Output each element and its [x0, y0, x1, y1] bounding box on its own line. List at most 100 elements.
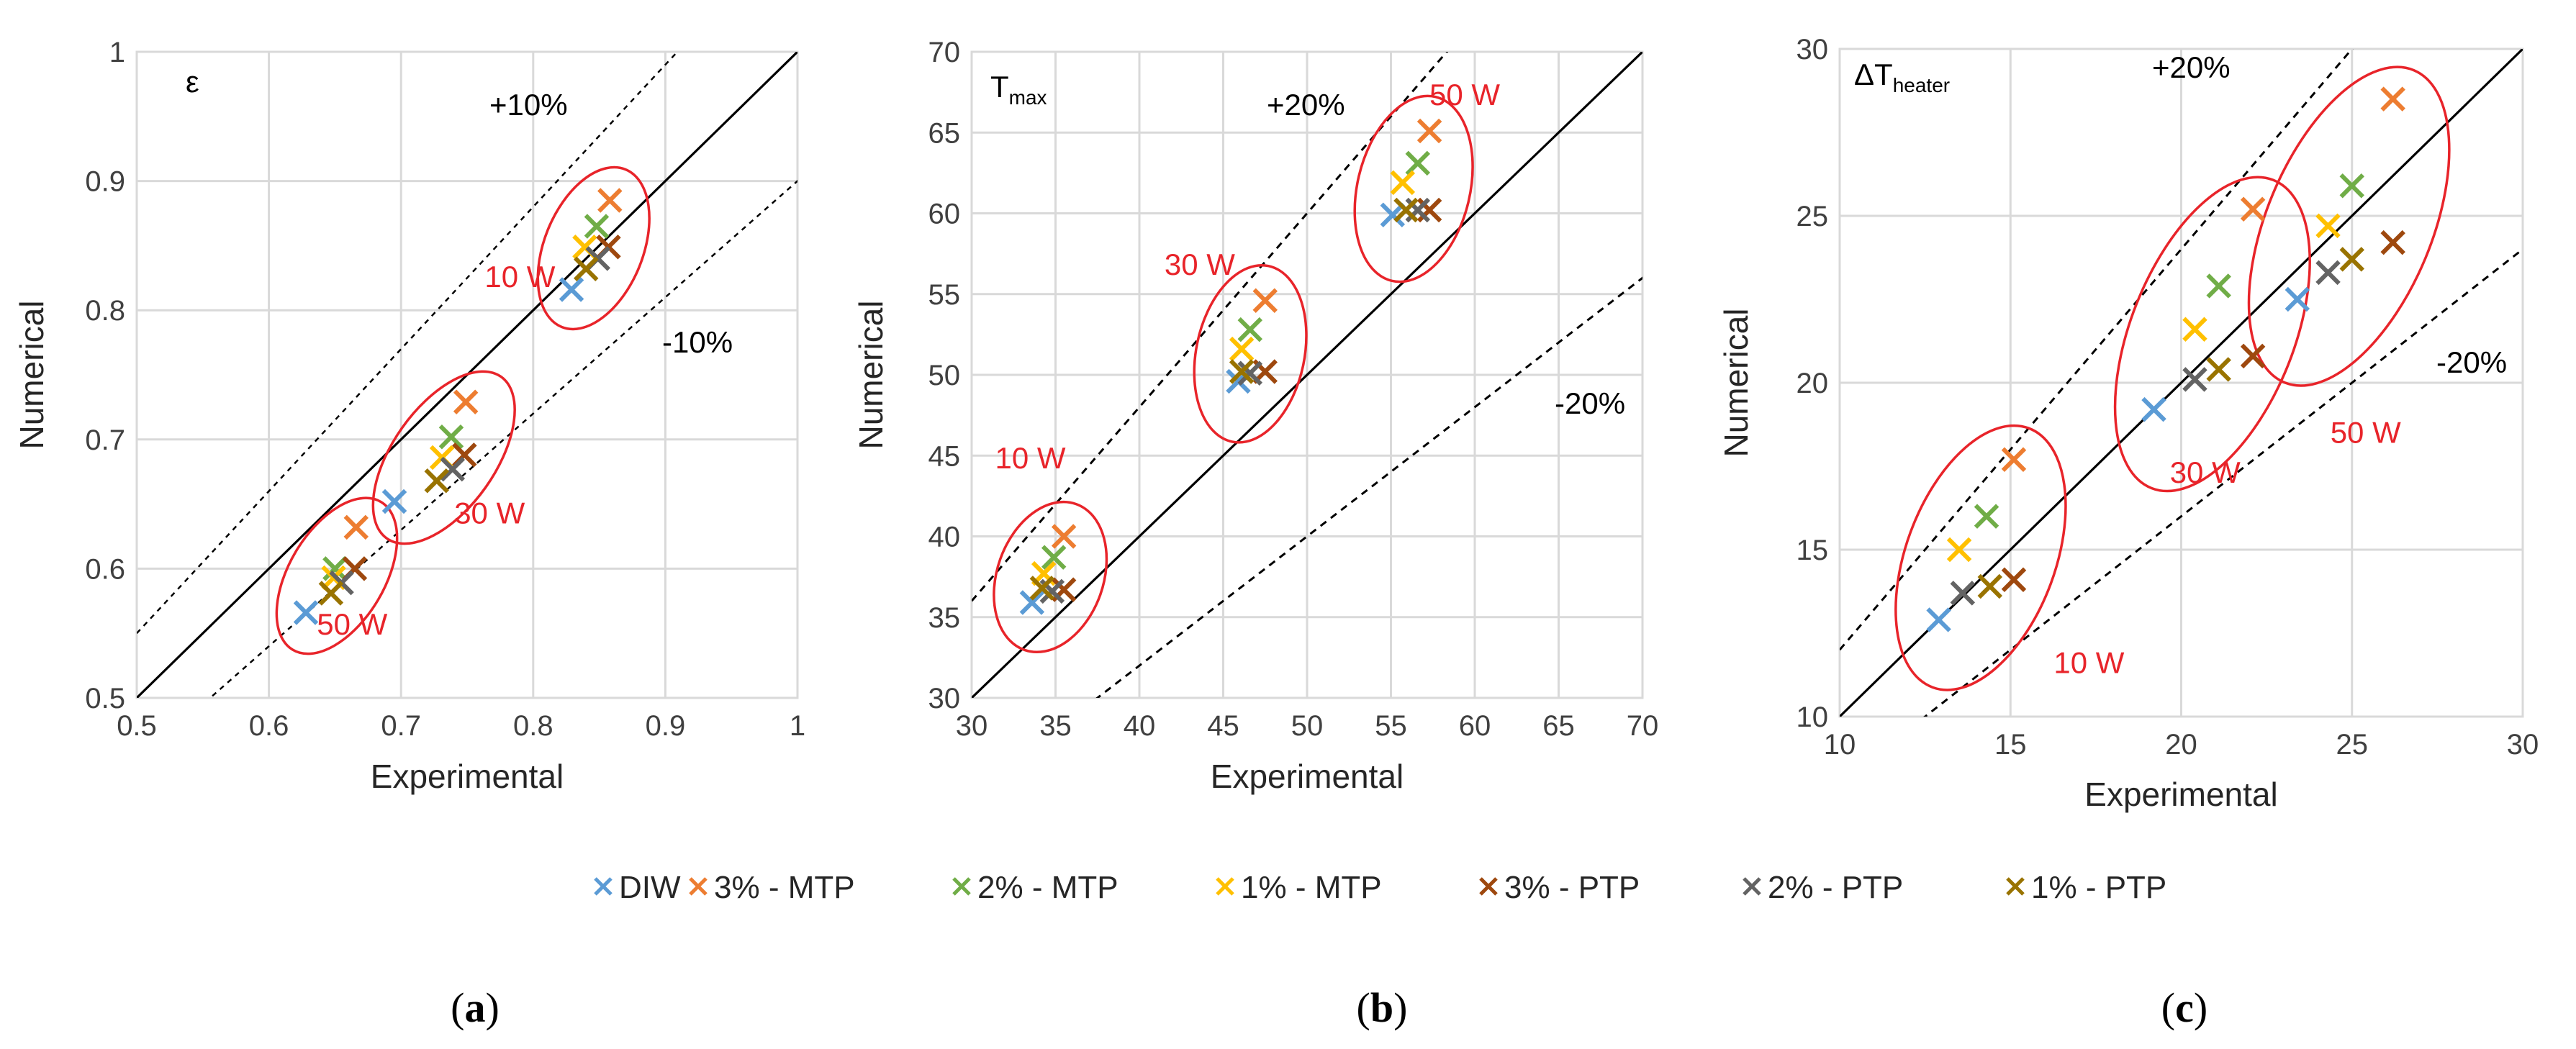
- legend-item: 3% - MTP: [689, 870, 855, 905]
- power-group-ellipse: [993, 500, 1108, 654]
- y-tick-label: 1: [109, 37, 125, 68]
- x-axis-label: Experimental: [1211, 758, 1404, 795]
- y-tick-label: 25: [1797, 201, 1829, 232]
- x-tick-label: 1: [790, 710, 805, 742]
- legend-marker: [2006, 877, 2025, 896]
- upper-bound-line: [137, 52, 679, 635]
- data-point: [1946, 537, 1972, 563]
- y-tick-label: 55: [928, 279, 961, 311]
- y-tick-label: 65: [928, 117, 961, 149]
- x-tick-label: 50: [1291, 710, 1324, 742]
- chart-tmax: 30 35 40 45 50 55 60 65 70 30 35 40 45 50 55 60 65 70 Expe…: [852, 37, 1659, 795]
- legend-marker: [689, 877, 708, 896]
- y-tick-label: 0.7: [85, 424, 125, 456]
- y-tick-label: 10: [1797, 701, 1829, 733]
- data-point: [2141, 396, 2166, 422]
- power-annotation: 30 W: [454, 496, 525, 530]
- power-annotation: 10 W: [484, 260, 555, 294]
- data-point: [573, 256, 599, 281]
- upper-band-label: +20%: [1267, 88, 1345, 122]
- x-tick-label: 65: [1542, 710, 1575, 742]
- series-2-ptp: [1950, 260, 2341, 606]
- x-tick-label: 15: [1994, 729, 2027, 760]
- data-point: [597, 188, 623, 213]
- x-axis-label: Experimental: [2084, 776, 2277, 813]
- data-point: [2339, 173, 2364, 199]
- y-tick-label: 0.6: [85, 553, 125, 585]
- series-1-mtp: [1031, 170, 1416, 586]
- series-3-mtp: [1051, 118, 1442, 549]
- data-point: [1051, 524, 1077, 549]
- data-point: [2206, 357, 2231, 382]
- data-point: [1229, 359, 1255, 384]
- data-point: [2380, 86, 2405, 112]
- y-tick-label: 45: [928, 440, 961, 472]
- upper-bound-line: [1840, 49, 2354, 651]
- power-annotation: 10 W: [995, 441, 1066, 475]
- series-3-ptp: [1051, 197, 1442, 602]
- legend-item: 1% - PTP: [2006, 870, 2166, 905]
- chart-delta-t-heater: 10 15 20 25 30 10 15 20 25 30 Experimental Numerica…: [1717, 34, 2539, 813]
- panel-caption: (a): [451, 984, 500, 1031]
- data-point: [1393, 197, 1419, 223]
- data-point: [343, 514, 369, 540]
- power-annotation: 50 W: [1429, 78, 1500, 112]
- panel-captions: (a) (b) (c): [451, 984, 2207, 1031]
- data-point: [2240, 343, 2266, 369]
- x-tick-label: 30: [956, 710, 988, 742]
- data-point: [1029, 576, 1055, 601]
- legend-label: 2% - MTP: [977, 870, 1118, 905]
- legend-marker: [594, 877, 613, 896]
- data-point: [2206, 273, 2231, 299]
- plot-frame: [970, 50, 1644, 699]
- series-diw: [1926, 286, 2310, 632]
- series-3-ptp: [2001, 230, 2405, 593]
- data-point: [2315, 213, 2341, 239]
- x-tick-label: 70: [1627, 710, 1659, 742]
- series-2-ptp: [329, 246, 611, 596]
- data-point: [1416, 118, 1442, 144]
- x-tick-label: 0.9: [646, 710, 686, 742]
- y-tick-label: 15: [1797, 535, 1829, 566]
- identity-line: [972, 52, 1642, 698]
- tick-labels: 30 35 40 45 50 55 60 65 70 30 35 40 45 50 55 60 65 70: [928, 37, 1659, 742]
- data-point: [1405, 150, 1431, 176]
- data-point: [584, 214, 610, 239]
- x-tick-label: 0.7: [381, 710, 421, 742]
- data-point: [318, 581, 344, 606]
- power-annotation: 50 W: [317, 607, 387, 641]
- upper-band-label: +20%: [2152, 50, 2231, 84]
- data-point: [440, 456, 466, 482]
- data-point: [1019, 590, 1045, 615]
- series-2-mtp: [322, 214, 610, 581]
- series-diw: [1019, 202, 1406, 615]
- legend: DIW 3% - MTP 2% - MTP 1% - MTP 3% - PTP 2% - …: [594, 870, 2166, 905]
- data-point: [381, 489, 407, 514]
- data-point: [1041, 545, 1067, 570]
- legend-label: 1% - PTP: [2031, 870, 2166, 905]
- lower-bound-line: [1923, 248, 2523, 717]
- legend-item: 1% - MTP: [1216, 870, 1382, 905]
- y-tick-label: 70: [928, 37, 961, 68]
- x-tick-label: 25: [2336, 729, 2369, 760]
- data-point: [2339, 247, 2364, 272]
- data-point: [2001, 447, 2027, 472]
- data-point: [2182, 317, 2207, 342]
- legend-label: 1% - MTP: [1241, 870, 1382, 905]
- data-point: [453, 389, 479, 414]
- power-group-ellipse: [1894, 424, 2067, 691]
- power-groups: [1894, 65, 2451, 691]
- power-group-ellipse: [371, 370, 516, 545]
- lower-bound-line: [1095, 276, 1642, 698]
- identity-line: [1840, 49, 2523, 717]
- upper-band-label: +10%: [489, 88, 568, 122]
- y-tick-label: 40: [928, 522, 961, 553]
- plot-frame: [1838, 47, 2524, 718]
- y-tick-label: 20: [1797, 368, 1829, 399]
- y-tick-label: 0.9: [85, 166, 125, 198]
- y-axis-label: Numerical: [852, 300, 890, 449]
- data-point: [1926, 607, 1951, 632]
- legend-marker: [952, 877, 971, 896]
- data-point: [2240, 196, 2266, 222]
- x-tick-label: 10: [1824, 729, 1856, 760]
